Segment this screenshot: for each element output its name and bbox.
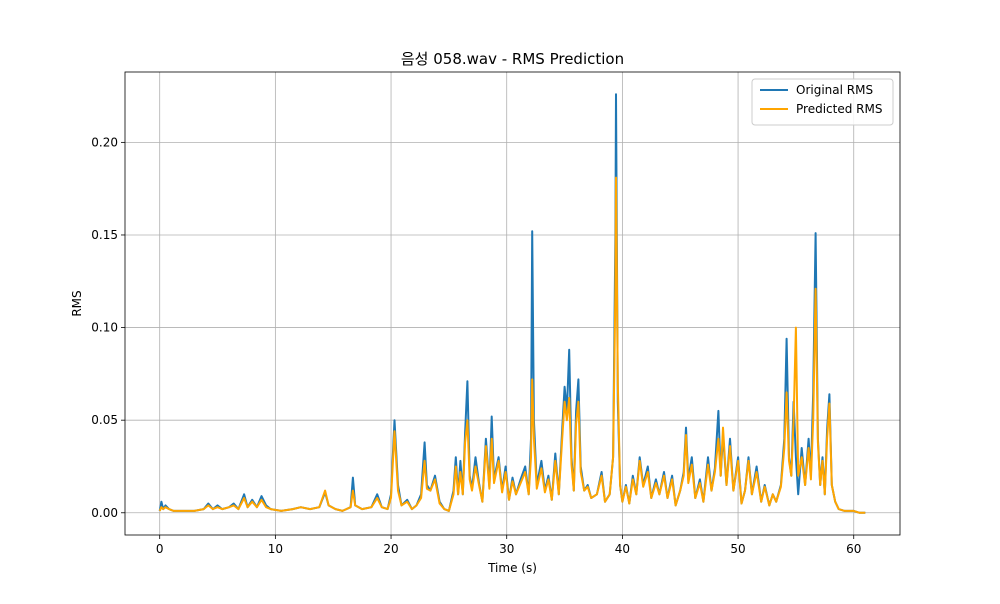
series-lines <box>158 93 866 514</box>
x-tick-label: 30 <box>499 542 514 556</box>
y-tick-label: 0.05 <box>91 413 118 427</box>
y-tick-label: 0.15 <box>91 228 118 242</box>
x-tick-label: 50 <box>730 542 745 556</box>
legend: Original RMS Predicted RMS <box>751 78 894 126</box>
x-tick-label: 20 <box>383 542 398 556</box>
y-tick-label: 0.00 <box>91 506 118 520</box>
series-line-predicted-rms <box>158 176 866 514</box>
y-tick-label: 0.20 <box>91 135 118 149</box>
legend-label-predicted: Predicted RMS <box>796 102 882 116</box>
chart-title: 음성 058.wav - RMS Prediction <box>401 50 624 68</box>
x-tick-label: 60 <box>846 542 861 556</box>
x-tick-label: 0 <box>156 542 164 556</box>
x-axis-title: Time (s) <box>487 561 537 575</box>
x-tick-label: 10 <box>268 542 283 556</box>
legend-label-original: Original RMS <box>796 83 873 97</box>
y-axis-ticks: 0.00 0.05 0.10 0.15 0.20 <box>91 135 125 520</box>
grid-lines <box>125 72 900 535</box>
y-tick-label: 0.10 <box>91 321 118 335</box>
y-axis-title: RMS <box>70 290 84 316</box>
plot-frame <box>124 71 901 536</box>
x-tick-label: 40 <box>615 542 630 556</box>
x-axis-ticks: 0 10 20 30 40 50 60 <box>156 535 861 556</box>
